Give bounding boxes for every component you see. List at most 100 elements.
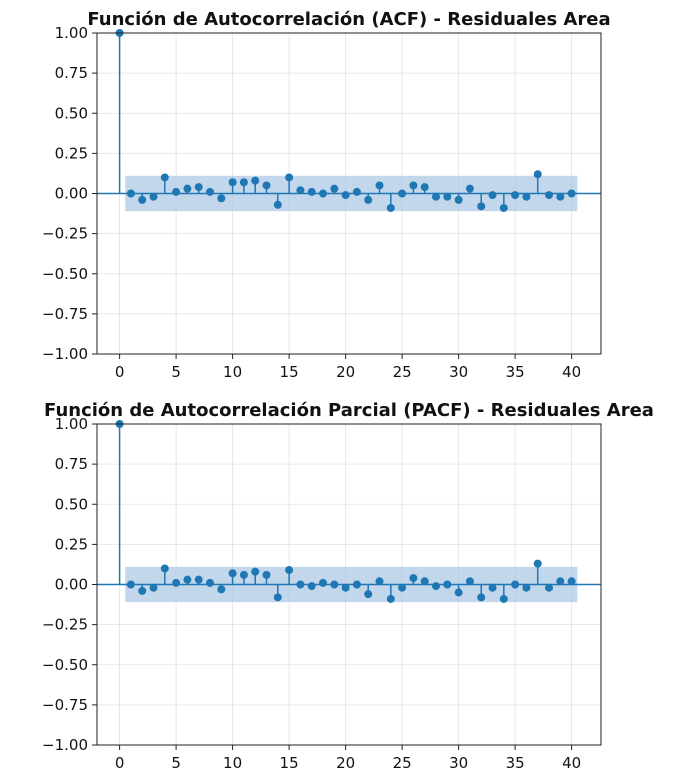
pacf-x-tick-label-0: 0 <box>115 754 125 772</box>
pacf-x-tick-label-1: 5 <box>171 754 181 772</box>
acf-marker-lag-5 <box>172 187 181 196</box>
acf-marker-lag-18 <box>319 189 328 198</box>
acf-x-tick-label-0: 0 <box>115 363 125 381</box>
pacf-x-tick-label-5: 25 <box>393 754 412 772</box>
acf-marker-lag-4 <box>160 173 169 182</box>
acf-marker-lag-3 <box>149 192 158 201</box>
acf-y-axis: 1.00 0.75 0.50 0.25 0.00 −0.25 −0.50 −0.75 −1.00 <box>42 24 97 363</box>
pacf-y-tick-label-8: −1.00 <box>42 736 88 754</box>
pacf-marker-lag-19 <box>330 580 339 589</box>
pacf-y-tick-label-3: 0.25 <box>55 535 88 553</box>
pacf-marker-lag-32 <box>477 593 486 602</box>
pacf-marker-lag-31 <box>465 577 474 586</box>
pacf-marker-lag-7 <box>194 575 203 584</box>
pacf-y-tick-label-5: −0.25 <box>42 616 88 634</box>
acf-marker-lag-29 <box>443 192 452 201</box>
pacf-marker-lag-24 <box>386 594 395 603</box>
acf-marker-lag-39 <box>556 192 565 201</box>
pacf-y-axis: 1.00 0.75 0.50 0.25 0.00 −0.25 −0.50 −0.75 −1.00 <box>42 415 97 754</box>
acf-marker-lag-32 <box>477 202 486 211</box>
pacf-marker-lag-38 <box>545 583 554 592</box>
pacf-x-tick-label-8: 40 <box>562 754 581 772</box>
acf-marker-lag-15 <box>285 173 294 182</box>
acf-marker-lag-16 <box>296 186 305 195</box>
acf-x-tick-label-4: 20 <box>336 363 355 381</box>
pacf-marker-lag-11 <box>239 570 248 579</box>
acf-y-tick-label-7: −0.75 <box>42 305 88 323</box>
pacf-marker-lag-26 <box>409 574 418 583</box>
acf-x-tick-label-8: 40 <box>562 363 581 381</box>
acf-y-tick-label-1: 0.75 <box>55 64 88 82</box>
acf-marker-lag-37 <box>533 170 542 179</box>
pacf-marker-lag-22 <box>364 590 373 599</box>
acf-y-tick-label-2: 0.50 <box>55 104 88 122</box>
acf-x-tick-label-2: 10 <box>223 363 242 381</box>
pacf-x-tick-label-6: 30 <box>449 754 468 772</box>
acf-marker-lag-11 <box>239 178 248 187</box>
acf-x-axis: 0 5 10 15 20 25 30 35 40 <box>115 354 581 381</box>
acf-marker-lag-14 <box>273 200 282 209</box>
pacf-y-tick-label-6: −0.50 <box>42 656 88 674</box>
pacf-x-tick-label-3: 15 <box>280 754 299 772</box>
pacf-marker-lag-4 <box>160 564 169 573</box>
pacf-marker-lag-23 <box>375 577 384 586</box>
pacf-y-tick-label-2: 0.50 <box>55 495 88 513</box>
acf-x-tick-label-1: 5 <box>171 363 181 381</box>
pacf-marker-lag-34 <box>499 594 508 603</box>
acf-marker-lag-7 <box>194 183 203 192</box>
pacf-marker-lag-8 <box>206 578 215 587</box>
pacf-y-tick-label-4: 0.00 <box>55 576 88 594</box>
pacf-panel: Función de Autocorrelación Parcial (PACF… <box>42 400 654 772</box>
pacf-marker-lag-29 <box>443 580 452 589</box>
pacf-marker-lag-39 <box>556 577 565 586</box>
pacf-y-tick-label-7: −0.75 <box>42 696 88 714</box>
pacf-marker-lag-40 <box>567 577 576 586</box>
acf-marker-lag-35 <box>511 191 520 200</box>
pacf-marker-lag-30 <box>454 588 463 597</box>
pacf-marker-lag-16 <box>296 580 305 589</box>
acf-x-tick-label-6: 30 <box>449 363 468 381</box>
acf-panel: Función de Autocorrelación (ACF) - Resid… <box>42 9 611 381</box>
pacf-x-axis: 0 5 10 15 20 25 30 35 40 <box>115 745 581 772</box>
acf-marker-lag-38 <box>545 191 554 200</box>
pacf-marker-lag-1 <box>126 580 135 589</box>
acf-marker-lag-26 <box>409 181 418 190</box>
pacf-marker-lag-6 <box>183 575 192 584</box>
acf-y-tick-label-0: 1.00 <box>55 24 88 42</box>
acf-marker-lag-40 <box>567 189 576 198</box>
pacf-x-tick-label-2: 10 <box>223 754 242 772</box>
pacf-marker-lag-15 <box>285 566 294 575</box>
acf-stems <box>115 29 576 212</box>
pacf-marker-lag-17 <box>307 582 316 591</box>
pacf-marker-lag-3 <box>149 583 158 592</box>
pacf-title: Función de Autocorrelación Parcial (PACF… <box>44 400 654 421</box>
pacf-marker-lag-18 <box>319 578 328 587</box>
acf-marker-lag-12 <box>251 176 260 185</box>
acf-marker-lag-20 <box>341 191 350 200</box>
pacf-marker-lag-25 <box>398 583 407 592</box>
pacf-marker-lag-36 <box>522 583 531 592</box>
acf-marker-lag-13 <box>262 181 271 190</box>
pacf-marker-lag-12 <box>251 567 260 576</box>
pacf-stems <box>115 420 576 603</box>
acf-marker-lag-34 <box>499 203 508 212</box>
acf-x-tick-label-7: 35 <box>506 363 525 381</box>
pacf-marker-lag-27 <box>420 577 429 586</box>
pacf-marker-lag-21 <box>352 580 361 589</box>
acf-marker-lag-28 <box>432 192 441 201</box>
acf-x-tick-label-5: 25 <box>393 363 412 381</box>
acf-title: Función de Autocorrelación (ACF) - Resid… <box>87 9 610 30</box>
acf-marker-lag-8 <box>206 187 215 196</box>
acf-marker-lag-19 <box>330 184 339 193</box>
acf-marker-lag-9 <box>217 194 226 203</box>
pacf-marker-lag-2 <box>138 586 147 595</box>
pacf-marker-lag-33 <box>488 583 497 592</box>
acf-y-tick-label-8: −1.00 <box>42 345 88 363</box>
acf-y-tick-label-6: −0.50 <box>42 265 88 283</box>
acf-marker-lag-36 <box>522 192 531 201</box>
pacf-marker-lag-37 <box>533 559 542 568</box>
acf-y-tick-label-4: 0.00 <box>55 185 88 203</box>
acf-x-tick-label-3: 15 <box>280 363 299 381</box>
acf-marker-lag-23 <box>375 181 384 190</box>
